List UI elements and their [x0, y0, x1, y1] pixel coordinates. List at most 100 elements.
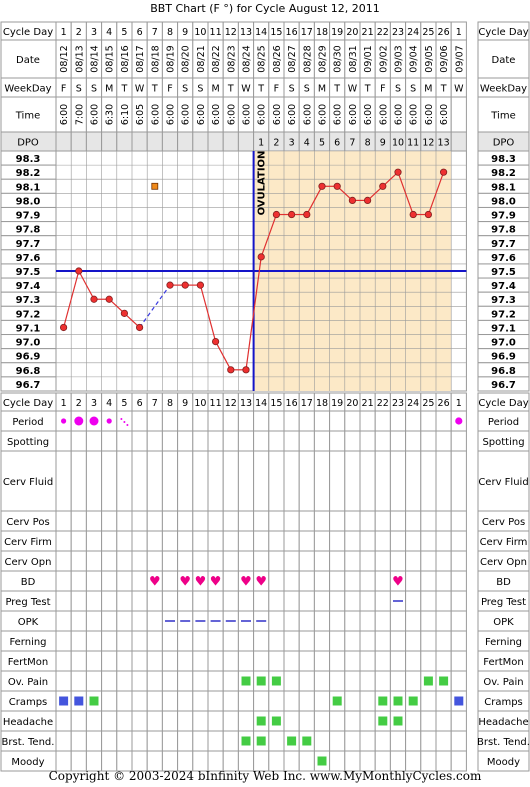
row-cell [207, 630, 224, 652]
cycle_day-value: 26 [438, 27, 450, 38]
symptom-mark [393, 696, 403, 706]
row-cell [177, 510, 194, 532]
row-cell [344, 690, 361, 712]
row-cell [177, 650, 194, 672]
dpo-value: 2 [273, 138, 279, 149]
row-cell [161, 750, 179, 772]
row-cell [450, 570, 467, 592]
temp-label-cell-right [477, 376, 530, 392]
row-cell [146, 410, 163, 432]
row-cell [222, 510, 239, 532]
time-value: 6:00 [424, 104, 435, 125]
symptom-mark [256, 736, 266, 746]
y-tick-label: 97.7 [16, 239, 41, 250]
cycle_day-value: 24 [407, 27, 419, 38]
cycle-day-value: 2 [76, 398, 82, 409]
row-cell [298, 690, 315, 712]
y-tick-label: 98.0 [16, 196, 41, 207]
row-cell [374, 590, 391, 612]
row-cell [344, 730, 361, 752]
row-cell [85, 530, 103, 552]
row-cell [131, 410, 148, 432]
row-label: Period [12, 417, 43, 428]
row-cell [374, 570, 391, 592]
weekday-value: T [333, 84, 340, 95]
row-cell [344, 530, 361, 552]
y-tick-label-right: 97.3 [491, 295, 516, 306]
cycle-day-value: 17 [301, 398, 313, 409]
period-spot-mark [123, 421, 126, 423]
row-cell [405, 730, 422, 752]
row-cell [146, 530, 163, 552]
row-cell [405, 590, 422, 612]
row-cell [405, 570, 422, 592]
weekday-value: W [454, 84, 464, 95]
time-value: 6:00 [242, 104, 253, 125]
time-value: 6:00 [181, 104, 192, 125]
row-cell [192, 650, 209, 672]
date-value: 08/30 [333, 45, 344, 72]
symptom-mark [332, 696, 342, 706]
time-value: 6:00 [363, 104, 374, 125]
row-cell [283, 430, 300, 452]
row-cell [450, 510, 467, 532]
row-label: Cerv Fluid [3, 477, 53, 488]
row-cell [253, 550, 270, 572]
time-value: 6:00 [257, 104, 268, 125]
row-cell [70, 430, 87, 452]
row-cell [359, 730, 376, 752]
row-cell [207, 430, 224, 452]
row-cell [435, 430, 452, 452]
period-spot-mark [126, 424, 129, 426]
row-label: Cerv Firm [4, 537, 52, 548]
y-tick-label-right: 98.1 [491, 182, 516, 193]
weekday-value: T [257, 84, 264, 95]
row-cell [131, 630, 148, 652]
row-cell [359, 630, 376, 652]
cycle_day-value: 15 [270, 27, 282, 38]
row-cell [344, 430, 361, 452]
row-cell [329, 510, 346, 532]
row-cell [55, 590, 72, 612]
date-value: 08/13 [74, 45, 85, 72]
row-cell [237, 710, 255, 732]
date-value: 08/12 [59, 45, 70, 72]
row-cell [161, 570, 179, 592]
row-cell [70, 730, 87, 752]
symptom-mark [256, 676, 266, 686]
row-cell [268, 590, 285, 612]
row-cell [222, 530, 239, 552]
period-mark [61, 418, 67, 424]
dpo-cell [161, 131, 179, 152]
row-cell [253, 630, 270, 652]
row-cell [389, 450, 407, 512]
row-label: FertMon [8, 657, 48, 668]
row-cell [435, 550, 452, 572]
time-value: 6:00 [211, 104, 222, 125]
row-cell [116, 430, 133, 452]
row-cell [435, 750, 452, 772]
time-value: 6:00 [378, 104, 389, 125]
row-cell [283, 570, 300, 592]
symptom-mark [408, 696, 418, 706]
period-spot-mark [120, 418, 123, 420]
row-cell [85, 610, 103, 632]
row-cell [450, 670, 467, 692]
row-cell [344, 750, 361, 772]
time-value: 6:00 [318, 104, 329, 125]
cycle_day-value: 2 [76, 27, 82, 38]
date-value: 08/18 [150, 45, 161, 72]
date-value: 09/06 [439, 45, 450, 72]
row-cell [435, 650, 452, 672]
row-cell [85, 510, 103, 532]
row-cell [344, 710, 361, 732]
weekday-value: F [380, 84, 385, 95]
row-cell [359, 510, 376, 532]
row-cell [101, 690, 118, 712]
row-cell [116, 530, 133, 552]
data-point [409, 210, 417, 219]
row-label: Preg Test [5, 597, 50, 608]
row-cell [435, 510, 452, 532]
row-cell [389, 510, 407, 532]
date-value: 09/03 [394, 45, 405, 72]
